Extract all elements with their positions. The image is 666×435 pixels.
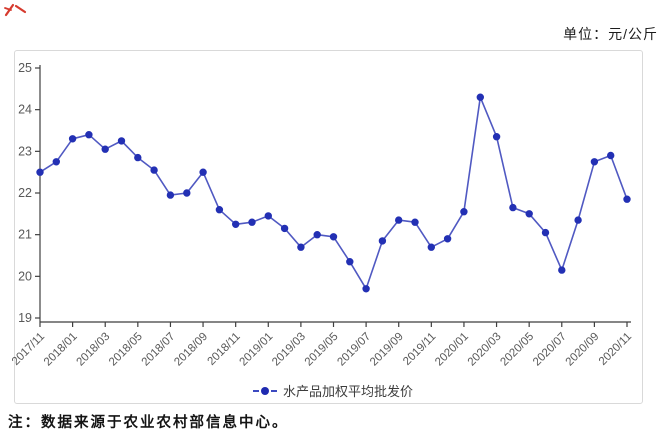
svg-text:2019/05: 2019/05: [303, 331, 341, 369]
svg-text:2019/01: 2019/01: [238, 331, 276, 369]
svg-text:24: 24: [18, 103, 32, 117]
svg-text:2019/07: 2019/07: [335, 331, 373, 369]
svg-text:2019/03: 2019/03: [270, 331, 308, 369]
svg-text:2018/05: 2018/05: [107, 331, 145, 369]
svg-text:2020/09: 2020/09: [564, 331, 602, 369]
legend-label: 水产品加权平均批发价: [282, 384, 413, 399]
source-note: 注：数据来源于农业农村部信息中心。: [8, 415, 289, 431]
unit-label: 单位：元/公斤: [563, 26, 658, 42]
svg-text:2018/09: 2018/09: [172, 331, 210, 369]
svg-text:2020/07: 2020/07: [531, 331, 569, 369]
legend-dot-icon: [260, 386, 269, 395]
svg-text:2020/01: 2020/01: [433, 331, 471, 369]
svg-text:2018/03: 2018/03: [74, 331, 112, 369]
svg-text:2018/11: 2018/11: [206, 331, 243, 368]
svg-text:2020/11: 2020/11: [597, 331, 634, 368]
red-scribble-mark-icon: [4, 3, 27, 17]
svg-text:25: 25: [18, 61, 32, 75]
svg-text:20: 20: [18, 269, 32, 283]
svg-text:2018/07: 2018/07: [140, 331, 178, 369]
svg-text:2019/09: 2019/09: [368, 331, 406, 369]
chart-legend: 水产品加权平均批发价: [0, 381, 666, 400]
legend-dash-icon: [252, 389, 259, 392]
svg-text:2018/01: 2018/01: [42, 331, 80, 369]
svg-text:2017/11: 2017/11: [10, 331, 47, 368]
legend-line-marker-icon: [252, 386, 277, 395]
svg-text:22: 22: [18, 186, 32, 200]
svg-text:2019/11: 2019/11: [401, 331, 438, 368]
svg-text:21: 21: [18, 228, 32, 242]
svg-text:2020/05: 2020/05: [498, 331, 536, 369]
chart-frame: [14, 50, 643, 404]
svg-text:23: 23: [18, 144, 32, 158]
svg-text:2020/03: 2020/03: [466, 331, 504, 369]
svg-text:19: 19: [18, 311, 32, 325]
legend-dash-icon: [270, 389, 277, 392]
